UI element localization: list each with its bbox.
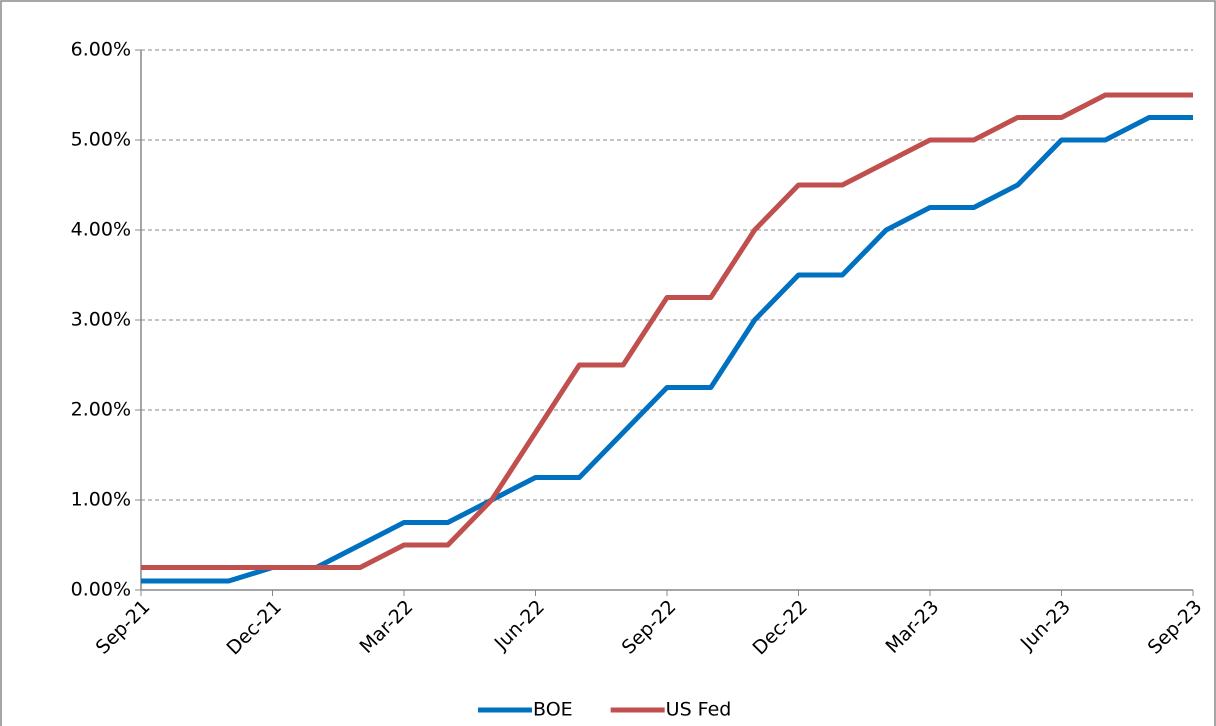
x-tick-label: Sep-23: [1144, 596, 1207, 659]
x-tick-label: Jun-22: [490, 596, 549, 655]
y-tick-label: 3.00%: [71, 309, 131, 331]
y-tick-label: 0.00%: [71, 579, 131, 601]
y-tick-label: 6.00%: [71, 39, 131, 61]
legend-label: US Fed: [666, 699, 732, 721]
y-tick-label: 2.00%: [71, 399, 131, 421]
x-tick-label: Dec-21: [222, 596, 286, 660]
legend-label: BOE: [533, 699, 573, 721]
x-tick-label: Sep-22: [618, 596, 681, 659]
x-tick-label: Jun-23: [1016, 596, 1075, 655]
x-tick-label: Mar-23: [881, 596, 943, 658]
y-tick-label: 5.00%: [71, 129, 131, 151]
x-tick-label: Dec-22: [748, 596, 812, 660]
y-tick-label: 4.00%: [71, 219, 131, 241]
y-tick-label: 1.00%: [71, 489, 131, 511]
x-tick-label: Sep-21: [92, 596, 155, 659]
x-tick-label: Mar-22: [355, 596, 417, 658]
series-line: [141, 115, 1193, 584]
series-line: [141, 92, 1193, 570]
